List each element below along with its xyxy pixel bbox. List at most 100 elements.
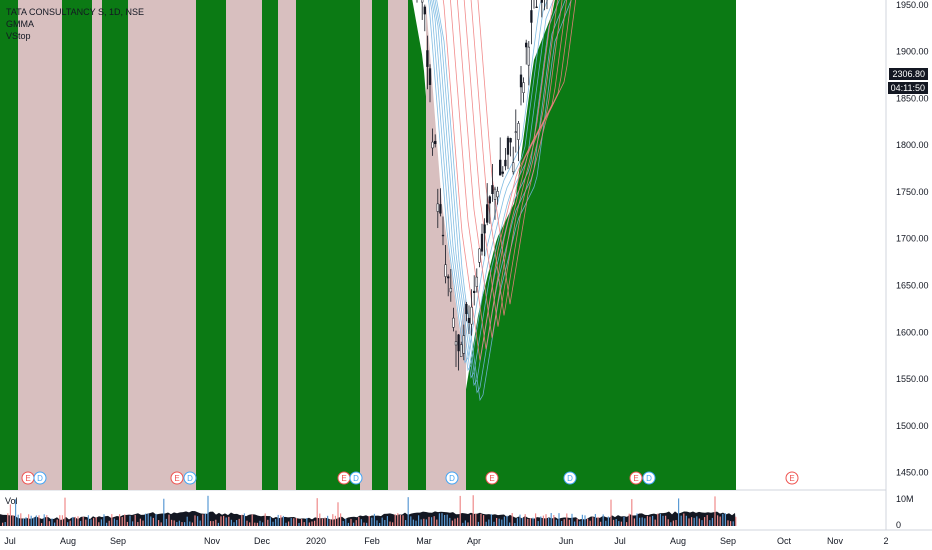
volume-bar [600, 521, 602, 526]
volume-bar [490, 514, 492, 526]
dividend-event-marker[interactable] [33, 471, 47, 485]
volume-bar [594, 513, 596, 526]
candle-body [449, 288, 452, 293]
volume-bar [207, 495, 209, 526]
vstop-bull-band [0, 0, 18, 490]
last-price-badge: 2306.80 [889, 68, 928, 80]
y-tick-label: 1750.00 [896, 187, 929, 197]
volume-bar [202, 514, 204, 526]
volume-bar [605, 520, 607, 526]
event-marker-label: D [187, 474, 193, 483]
volume-bar [12, 515, 14, 526]
candle-body [504, 159, 507, 167]
volume-bar [574, 521, 576, 526]
volume-bar [197, 516, 199, 526]
volume-bar [623, 516, 625, 526]
volume-bar [379, 522, 381, 526]
volume-bar [717, 515, 719, 526]
vstop-bull-band [196, 0, 226, 490]
volume-bar [233, 522, 235, 526]
volume-bar [163, 498, 165, 526]
candle-body [501, 171, 504, 174]
earnings-event-marker[interactable] [785, 471, 799, 485]
volume-bar [652, 515, 654, 526]
volume-bar [147, 513, 149, 526]
x-tick-label: Oct [777, 536, 792, 546]
volume-bar [288, 521, 290, 526]
volume-bar [483, 515, 485, 526]
volume-bar [592, 517, 594, 526]
volume-bar [64, 497, 66, 526]
vstop-bear-band [426, 2, 438, 491]
volume-bar [155, 513, 157, 526]
volume-bar [303, 522, 305, 526]
volume-bar [587, 518, 589, 526]
candle-body [480, 233, 484, 252]
earnings-event-marker[interactable] [485, 471, 499, 485]
volume-label: Vol [5, 496, 18, 506]
volume-bar [475, 513, 477, 526]
volume-bar [223, 515, 225, 526]
volume-bar [503, 516, 505, 526]
volume-bar [446, 514, 448, 526]
dividend-event-marker[interactable] [349, 471, 363, 485]
volume-bar [350, 518, 352, 526]
volume-bar [93, 518, 95, 526]
volume-bar [550, 513, 552, 526]
volume-bar [116, 519, 118, 526]
event-marker-label: D [37, 474, 43, 483]
volume-bar [579, 521, 581, 526]
x-tick-label: 2 [883, 536, 888, 546]
x-tick-label: Sep [110, 536, 126, 546]
volume-bar [150, 516, 152, 526]
gmma-indicator-label[interactable]: GMMA [6, 19, 34, 29]
volume-bar [665, 515, 667, 526]
volume-bar [626, 522, 628, 526]
bar-countdown-badge: 04:11:50 [887, 82, 928, 94]
volume-bar [566, 513, 568, 526]
volume-bar [121, 517, 123, 526]
candle-body [488, 196, 491, 204]
volume-bar [724, 513, 726, 526]
volume-tick-label: 10M [896, 494, 914, 504]
volume-tick-label: 0 [896, 520, 901, 530]
volume-bar [493, 521, 495, 526]
event-marker-label: D [567, 474, 573, 483]
x-tick-label: Nov [827, 536, 844, 546]
dividend-event-marker[interactable] [445, 471, 459, 485]
x-tick-label: Dec [254, 536, 271, 546]
candle-body [509, 138, 512, 143]
candle-body [426, 50, 429, 67]
volume-bar [628, 513, 630, 526]
volume-bar [397, 513, 399, 526]
volume-bar [293, 518, 295, 526]
earnings-event-marker[interactable] [629, 471, 643, 485]
volume-bar [220, 516, 222, 526]
volume-bar [631, 499, 633, 526]
dividend-event-marker[interactable] [183, 471, 197, 485]
candle-body [535, 6, 538, 8]
volume-bar [230, 519, 232, 526]
x-tick-label: Mar [416, 536, 432, 546]
volume-bar [568, 519, 570, 526]
y-tick-label: 1550.00 [896, 374, 929, 384]
volume-bar [152, 517, 154, 526]
volume-bar [95, 517, 97, 526]
volume-bar [696, 516, 698, 526]
candle-body [462, 335, 465, 354]
dividend-event-marker[interactable] [563, 471, 577, 485]
volume-bar [186, 516, 188, 526]
volume-bar [709, 520, 711, 526]
candle-body [486, 204, 489, 223]
volume-bar [657, 513, 659, 526]
earnings-event-marker[interactable] [170, 471, 184, 485]
vstop-bear-band [360, 0, 372, 490]
dividend-event-marker[interactable] [642, 471, 656, 485]
volume-bar [571, 513, 573, 526]
candle-body [434, 140, 437, 145]
volume-bar [7, 513, 9, 526]
volume-bar [470, 514, 472, 526]
vstop-indicator-label[interactable]: VStop [6, 31, 31, 41]
volume-bar [311, 521, 313, 526]
